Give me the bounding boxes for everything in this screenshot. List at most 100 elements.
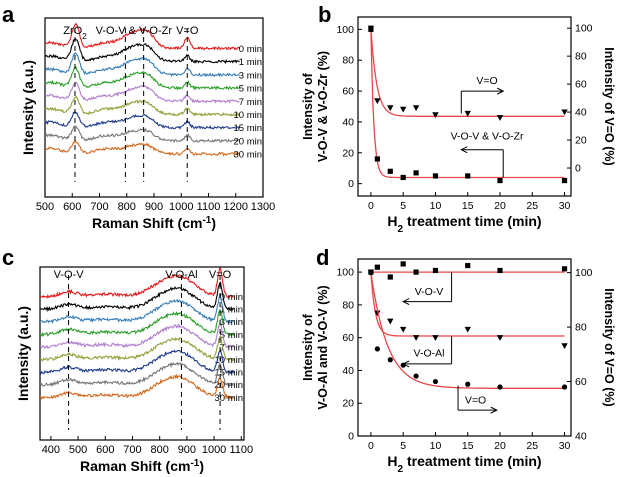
- x-tick-label: 900: [178, 444, 196, 456]
- data-point-square: [368, 26, 374, 32]
- data-point-circle: [387, 357, 393, 363]
- peak-annotation: ZrO2: [63, 25, 87, 41]
- x-axis-label-part: -1: [202, 215, 211, 226]
- x-tick-label: 15: [462, 440, 474, 452]
- y-left-tick-label: 60: [342, 86, 354, 98]
- spectrum-6: [44, 111, 241, 131]
- peak-annotation-text: V=O: [209, 269, 232, 281]
- vo-d-arrow-arrowhead: [490, 406, 498, 414]
- x-tick-label: 1000: [169, 201, 193, 213]
- x-tick-label: 5: [400, 200, 406, 212]
- data-point-triangle: [387, 318, 394, 325]
- x-axis-label-part: H: [387, 213, 397, 229]
- x-axis-label-part: treatment time (min): [403, 213, 541, 229]
- x-axis-label: H2 treatment time (min): [387, 453, 541, 475]
- y-left-tick-label: 20: [342, 147, 354, 159]
- series-label-8: 30 min: [233, 150, 262, 161]
- y-axis-label-part: Intensity (a.u.): [20, 60, 36, 155]
- data-point-triangle: [464, 110, 471, 117]
- spectrum-1: [39, 281, 234, 313]
- vov-d-arrow-label: V-O-V: [415, 286, 444, 298]
- x-tick-label: 25: [526, 440, 538, 452]
- data-point-square: [497, 177, 503, 184]
- x-tick-label: 1100: [229, 444, 253, 456]
- x-tick-label: 20: [494, 440, 506, 452]
- x-tick-label: 15: [462, 200, 474, 212]
- x-tick-label: 900: [145, 201, 163, 213]
- y-right-tick-label: 40: [575, 107, 587, 119]
- data-point-triangle: [561, 109, 568, 116]
- spectrum-6: [39, 349, 235, 375]
- peak-annotation-text: V=O: [176, 25, 199, 37]
- data-point-triangle: [399, 326, 407, 333]
- vov-arrow-label: V-O-V & V-O-Zr: [451, 131, 524, 143]
- x-tick-label: 400: [42, 444, 60, 456]
- spectrum-7: [39, 361, 235, 387]
- series-label-6: 15 min: [214, 368, 243, 379]
- data-point-circle: [413, 373, 419, 379]
- series-label-0: 0 min: [220, 292, 243, 303]
- panel-a: 500 600 700 800 900 1000 1100 1200 1300 Raman Shi…: [20, 17, 275, 231]
- x-tick-label: 1300: [251, 201, 275, 213]
- data-point-square: [497, 267, 503, 274]
- spectrum-4: [44, 82, 240, 104]
- fit-curve-2: [370, 272, 565, 389]
- fit-curve-1: [370, 272, 565, 337]
- data-point-circle: [368, 270, 374, 276]
- peak-annotation-text: ZrO: [63, 25, 82, 37]
- data-point-square: [413, 170, 419, 176]
- x-tick-label: 500: [69, 444, 87, 456]
- plot-frame: [357, 16, 572, 197]
- x-tick-label: 10: [430, 200, 442, 212]
- x-axis-label-part: 2: [398, 224, 404, 235]
- peak-annotation-text: V-O-V & V-O-Zr: [96, 25, 173, 37]
- series-label-4: 7 min: [220, 342, 243, 353]
- x-tick-label: 800: [118, 201, 136, 213]
- spectrum-7: [44, 125, 240, 143]
- data-point-triangle: [496, 115, 504, 121]
- spectrum-2: [39, 293, 234, 325]
- y-right-axis-label: Intensity of V=O (%): [602, 47, 616, 165]
- panel-letter-d: d: [316, 245, 329, 270]
- data-point-triangle: [496, 335, 504, 341]
- y-left-axis-label: Intensity of: [301, 72, 315, 140]
- data-point-triangle: [412, 105, 420, 112]
- x-tick-label: 25: [526, 200, 538, 212]
- y-left-axis-label: V-O-Al and V-O-V (%): [316, 285, 330, 409]
- y-left-tick-label: 40: [342, 116, 354, 128]
- fit-curve-1: [370, 29, 565, 179]
- x-tick-label: 0: [368, 200, 374, 212]
- peak-annotation: V=O: [209, 269, 232, 281]
- x-axis-label: Raman Shift (cm-1): [80, 458, 204, 475]
- data-point-square: [561, 266, 568, 272]
- x-axis-label-part: H: [387, 453, 397, 469]
- x-axis-label: H2 treatment time (min): [387, 213, 541, 235]
- data-point-triangle: [464, 326, 471, 333]
- series-label-1: 1 min: [239, 57, 262, 68]
- panel-c: 400 500 600 700 800 900 1000 1100 Raman Shift (c…: [15, 266, 253, 475]
- fit-curve-0: [370, 28, 565, 117]
- data-point-square: [374, 264, 380, 270]
- y-right-tick-label: 100: [575, 267, 593, 279]
- series-label-4: 7 min: [239, 97, 262, 108]
- x-tick-label: 30: [559, 200, 571, 212]
- data-point-circle: [497, 384, 503, 390]
- x-tick-label: 1100: [197, 201, 221, 213]
- peak-annotation-sub: 2: [82, 32, 87, 41]
- series-label-7: 20 min: [233, 136, 262, 147]
- spectrum-2: [44, 52, 240, 78]
- y-left-tick-label: 0: [348, 178, 354, 190]
- x-tick-label: 1000: [202, 444, 226, 456]
- data-point-circle: [465, 381, 471, 387]
- data-point-triangle: [374, 310, 381, 317]
- data-point-triangle: [432, 335, 439, 341]
- data-point-square: [400, 174, 406, 181]
- spectrum-5: [39, 335, 235, 362]
- y-left-tick-label: 80: [342, 55, 354, 67]
- series-label-1: 1 min: [220, 305, 243, 316]
- data-point-circle: [374, 346, 380, 352]
- x-tick-label: 600: [63, 201, 81, 213]
- y-right-tick-label: 100: [575, 23, 593, 35]
- y-left-tick-label: 60: [342, 332, 354, 344]
